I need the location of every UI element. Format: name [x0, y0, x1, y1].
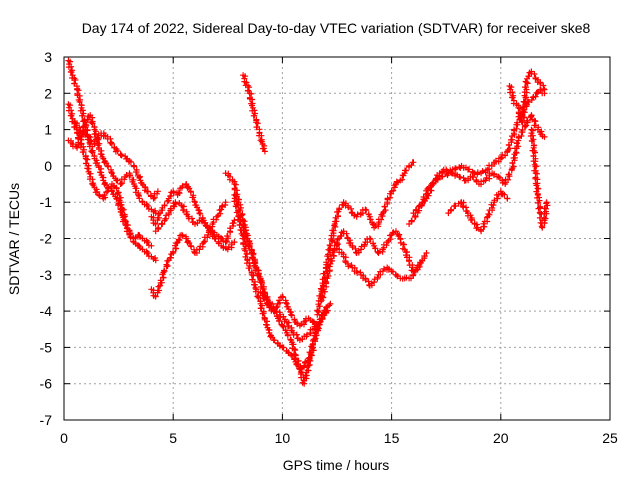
x-tick-label: 25 — [602, 430, 618, 446]
series-9-markers — [231, 191, 330, 373]
series-11 — [240, 72, 268, 155]
y-tick-label: 0 — [44, 158, 52, 174]
series-3 — [65, 112, 159, 217]
y-tick-label: -2 — [40, 231, 53, 247]
series-4 — [71, 119, 161, 202]
series-14-markers — [318, 228, 430, 304]
series-4-markers — [71, 119, 161, 202]
y-axis-tick-labels: -7 -6 -5 -4 -3 -2 -1 0 1 2 3 — [40, 49, 53, 428]
data-points — [65, 57, 551, 387]
y-tick-label: -4 — [40, 303, 53, 319]
series-20 — [527, 126, 551, 231]
y-tick-label: 2 — [44, 85, 52, 101]
series-12 — [257, 289, 334, 344]
series-6 — [148, 181, 238, 246]
series-12-markers — [257, 289, 334, 344]
series-9 — [231, 191, 330, 373]
series-1-markers — [65, 57, 159, 264]
y-tick-label: 1 — [44, 122, 52, 138]
series-20-markers — [527, 126, 551, 231]
y-tick-label: -3 — [40, 267, 53, 283]
series-7-markers — [152, 199, 238, 253]
x-tick-label: 5 — [169, 430, 177, 446]
series-17-markers — [410, 112, 548, 217]
series-19 — [506, 68, 548, 126]
x-axis-tick-labels: 0 5 10 15 20 25 — [60, 430, 618, 446]
series-11-markers — [240, 72, 268, 155]
x-tick-label: 15 — [384, 430, 400, 446]
series-1 — [65, 57, 159, 264]
y-tick-label: 3 — [44, 49, 52, 65]
y-tick-label: -7 — [40, 412, 53, 428]
series-15 — [331, 239, 426, 289]
series-7 — [152, 199, 238, 253]
grid — [64, 57, 610, 420]
y-tick-label: -6 — [40, 376, 53, 392]
y-axis-label: SDTVAR / TECUs — [6, 183, 22, 295]
x-axis-label: GPS time / hours — [283, 457, 390, 473]
chart-title: Day 174 of 2022, Sidereal Day-to-day VTE… — [82, 20, 591, 36]
series-6-markers — [148, 181, 238, 246]
series-19-markers — [506, 68, 548, 126]
y-tick-label: -1 — [40, 194, 53, 210]
series-14 — [318, 228, 430, 304]
axis-ticks — [63, 56, 611, 421]
series-17 — [410, 112, 548, 217]
x-tick-label: 0 — [60, 430, 68, 446]
series-3-markers — [65, 112, 159, 217]
x-tick-label: 20 — [493, 430, 509, 446]
x-tick-label: 10 — [275, 430, 291, 446]
series-15-markers — [331, 239, 426, 289]
series-18-markers — [445, 188, 511, 235]
y-tick-label: -5 — [40, 339, 53, 355]
series-18 — [445, 188, 511, 235]
